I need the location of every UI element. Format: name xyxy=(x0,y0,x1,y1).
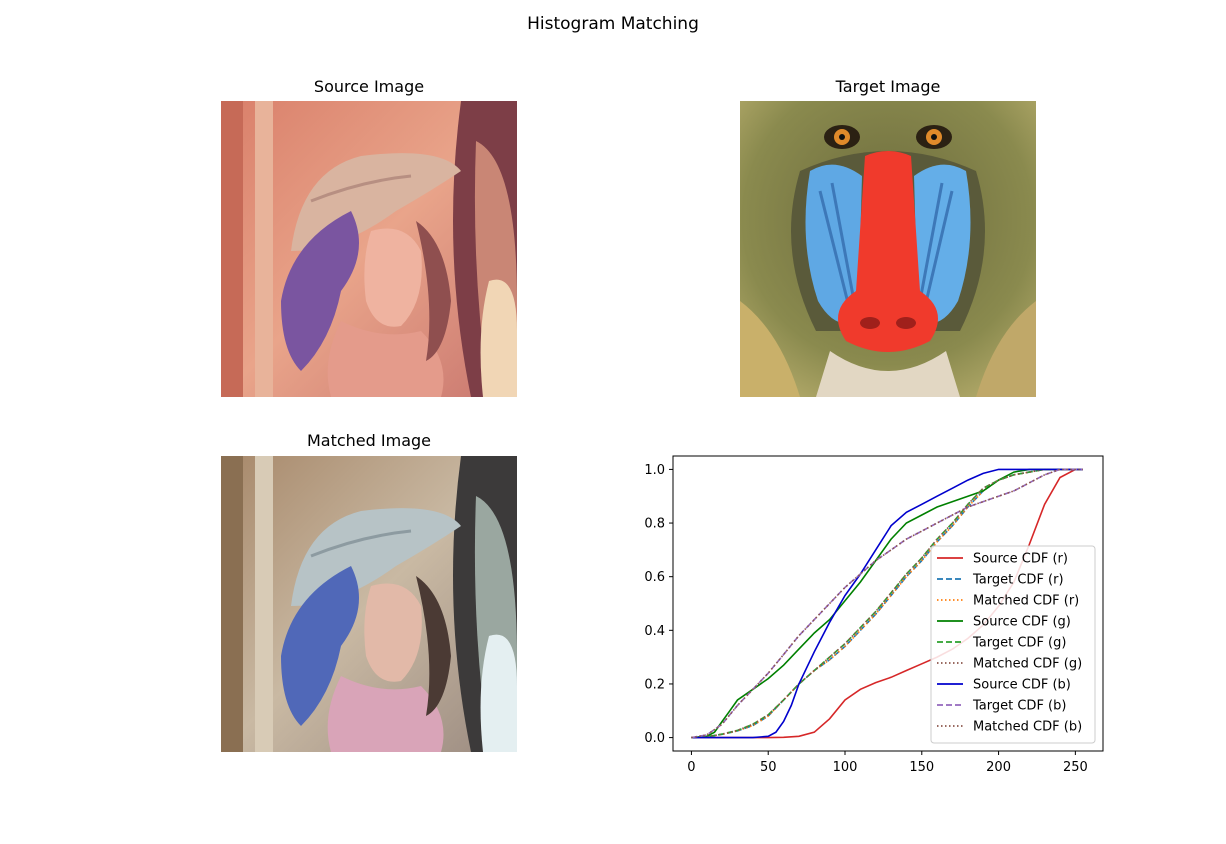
legend-label: Source CDF (g) xyxy=(973,615,1071,630)
series-line-8 xyxy=(691,468,1083,739)
legend-label: Matched CDF (b) xyxy=(973,720,1082,735)
legend-label: Target CDF (r) xyxy=(972,573,1064,588)
y-tick-label: 1.0 xyxy=(644,463,665,478)
source-image-title: Source Image xyxy=(313,77,425,96)
y-tick-label: 0.8 xyxy=(644,517,665,532)
target-image xyxy=(740,101,1036,397)
x-tick-label: 0 xyxy=(687,760,695,775)
legend-label: Source CDF (r) xyxy=(973,552,1068,567)
source-image xyxy=(221,101,517,397)
legend-box xyxy=(930,545,1096,744)
legend-label: Target CDF (g) xyxy=(972,636,1066,651)
x-tick-label: 100 xyxy=(833,760,858,775)
x-tick-label: 150 xyxy=(909,760,934,775)
legend-label: Source CDF (b) xyxy=(973,678,1071,693)
matched-image xyxy=(221,456,517,752)
series-line-3 xyxy=(691,468,1083,739)
legend-label: Target CDF (b) xyxy=(972,699,1066,714)
axes-frame xyxy=(672,455,1104,752)
legend-label: Matched CDF (g) xyxy=(973,657,1082,672)
legend: Source CDF (r) Target CDF (r) Matched CDF … xyxy=(930,545,1096,744)
series-line-2 xyxy=(691,468,1083,739)
target-image-title: Target Image xyxy=(835,77,941,96)
y-tick-label: 0.4 xyxy=(644,624,665,639)
legend-label: Matched CDF (r) xyxy=(973,594,1079,609)
x-tick-label: 200 xyxy=(986,760,1011,775)
x-tick-label: 250 xyxy=(1063,760,1088,775)
series-line-6 xyxy=(691,468,1083,739)
y-tick-label: 0.6 xyxy=(644,570,665,585)
series-line-4 xyxy=(691,468,1083,739)
series-line-1 xyxy=(691,468,1083,739)
x-tick-label: 50 xyxy=(760,760,777,775)
series-line-5 xyxy=(691,468,1083,739)
matched-image-title: Matched Image xyxy=(306,431,431,450)
y-tick-label: 0.2 xyxy=(644,677,665,692)
series-line-0 xyxy=(691,468,1083,739)
y-tick-label: 0.0 xyxy=(644,731,665,746)
series-line-7 xyxy=(691,468,1083,739)
figure-title: Histogram Matching xyxy=(527,14,699,34)
